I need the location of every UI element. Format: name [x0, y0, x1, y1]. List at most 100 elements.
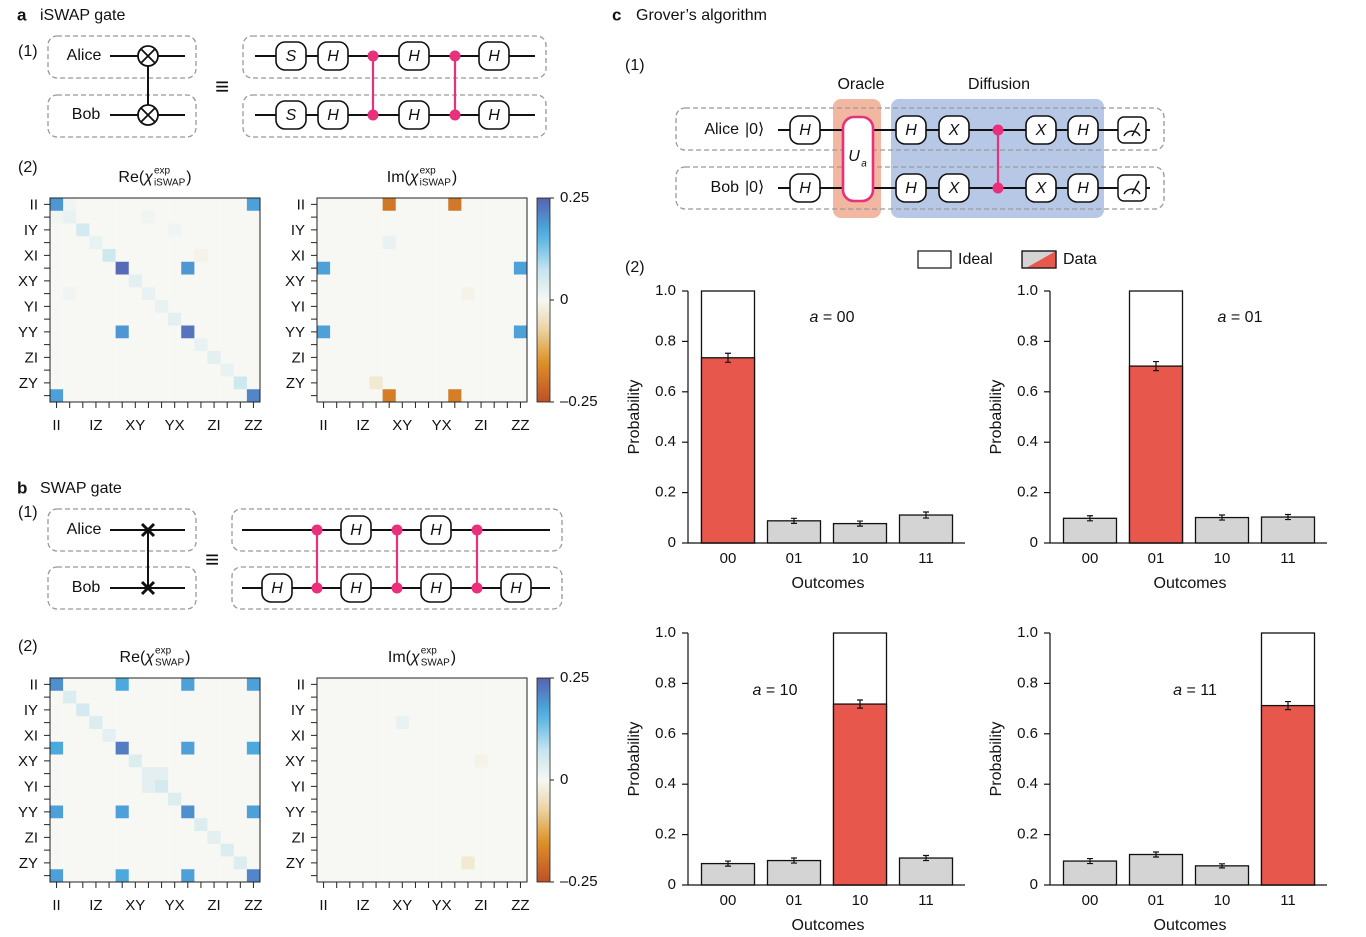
heatmap-cell: [155, 754, 169, 768]
heatmap-cell: [141, 690, 156, 704]
heatmap-cell: [330, 274, 344, 288]
heatmap-cell: [141, 261, 156, 275]
colorbar-tick-label: 0.25: [560, 669, 589, 686]
heatmap-cell: [89, 716, 103, 730]
title-sub: iSWAP: [420, 178, 452, 189]
y-tick-label: 0: [668, 534, 676, 551]
heatmap-cell: [343, 703, 357, 717]
x-tick-label: ZI: [207, 417, 220, 434]
heatmap-cell: [422, 741, 436, 755]
heatmap-cell: [207, 856, 221, 870]
heatmap-cell: [435, 249, 449, 263]
heatmap-cell: [461, 831, 475, 845]
heatmap-cell: [141, 312, 156, 326]
heatmap-cell: [181, 363, 195, 377]
heatmap-cell: [220, 389, 235, 403]
heatmap-cell: [408, 843, 423, 857]
heatmap-cell: [461, 703, 475, 717]
heatmap-cell: [343, 767, 357, 781]
heatmap-cell: [194, 389, 208, 403]
heatmap-cell: [141, 338, 156, 352]
cz-dot: [311, 582, 323, 594]
heatmap-cell: [461, 792, 475, 806]
heatmap-cell: [115, 389, 130, 403]
y-tick-label: ZY: [19, 375, 38, 392]
heatmap-cell: [194, 236, 208, 250]
heatmap-cell: [343, 780, 357, 794]
heatmap-cell: [395, 351, 410, 365]
heatmap-cell: [128, 805, 143, 819]
heatmap-cell: [369, 249, 383, 263]
annotation: a = 01: [1218, 309, 1263, 326]
title-sup: exp: [154, 166, 171, 177]
heatmap-cell: [487, 703, 502, 717]
heatmap-cell: [317, 767, 331, 781]
y-axis-label: Probability: [988, 722, 1005, 797]
heatmap-cell: [168, 767, 182, 781]
heatmap-cell: [128, 856, 143, 870]
heatmap-cell: [194, 856, 208, 870]
heatmap-cell: [500, 236, 515, 250]
heatmap-cell: [181, 716, 195, 730]
heatmap-cell: [369, 792, 383, 806]
heatmap-cell: [382, 300, 397, 314]
heatmap-cell: [168, 792, 182, 806]
heatmap-cell: [408, 363, 423, 377]
heatmap-cell: [194, 363, 208, 377]
heatmap-cell: [422, 818, 436, 832]
gate-box: [895, 173, 927, 203]
heatmap-cell: [181, 831, 195, 845]
heatmap-cell: [76, 843, 90, 857]
heatmap-cell: [207, 351, 221, 365]
heatmap-cell: [395, 363, 410, 377]
heatmap-cell: [50, 236, 64, 250]
heatmap-cell: [168, 818, 182, 832]
step-label: (2): [625, 259, 645, 276]
heatmap-cell: [356, 792, 370, 806]
heatmap-cell: [330, 363, 344, 377]
heatmap-cell: [448, 338, 462, 352]
heatmap-cell: [220, 690, 235, 704]
x-tick-label: ZI: [207, 897, 220, 914]
heatmap-cell: [500, 741, 515, 755]
heatmap-cell: [220, 338, 235, 352]
heatmap-cell: [513, 274, 528, 288]
heatmap-cell: [194, 716, 208, 730]
heatmap-cell: [356, 389, 370, 403]
heatmap-cell: [168, 389, 182, 403]
heatmap-cell: [207, 869, 221, 883]
heatmap-cell: [435, 223, 449, 237]
heatmap-cell: [115, 843, 130, 857]
heatmap-cell: [63, 741, 77, 755]
y-tick-label: 0.6: [1017, 725, 1038, 742]
heatmap-cell: [233, 223, 248, 237]
annotation: a = 11: [1173, 682, 1217, 699]
y-tick-label: ZI: [292, 829, 305, 846]
y-tick-label: ZI: [292, 349, 305, 366]
cz-dot: [367, 109, 379, 121]
gate-box: [398, 41, 430, 71]
heatmap-cell: [50, 856, 64, 870]
heatmap-cell: [220, 287, 235, 301]
title-sub: SWAP: [155, 658, 184, 669]
title-close: ): [186, 169, 191, 186]
heatmap-cell: [343, 325, 357, 339]
measure-dial: [1123, 180, 1141, 195]
heatmap-cell: [102, 869, 116, 883]
measure-box: [1117, 174, 1147, 202]
heatmap-cell: [408, 818, 423, 832]
heatmap-cell: [369, 351, 383, 365]
heatmap-cell: [408, 792, 423, 806]
heatmap-cell: [50, 729, 64, 743]
y-tick-label: 0: [1030, 534, 1038, 551]
heatmap-cell: [408, 261, 423, 275]
step-label: (2): [18, 159, 38, 176]
heatmap-cell: [395, 703, 410, 717]
heatmap-cell: [102, 818, 116, 832]
heatmap-cell: [382, 831, 397, 845]
heatmap-cell: [89, 780, 103, 794]
heatmap-cell: [76, 716, 90, 730]
heatmap-cell: [487, 678, 502, 692]
heatmap-cell: [448, 351, 462, 365]
